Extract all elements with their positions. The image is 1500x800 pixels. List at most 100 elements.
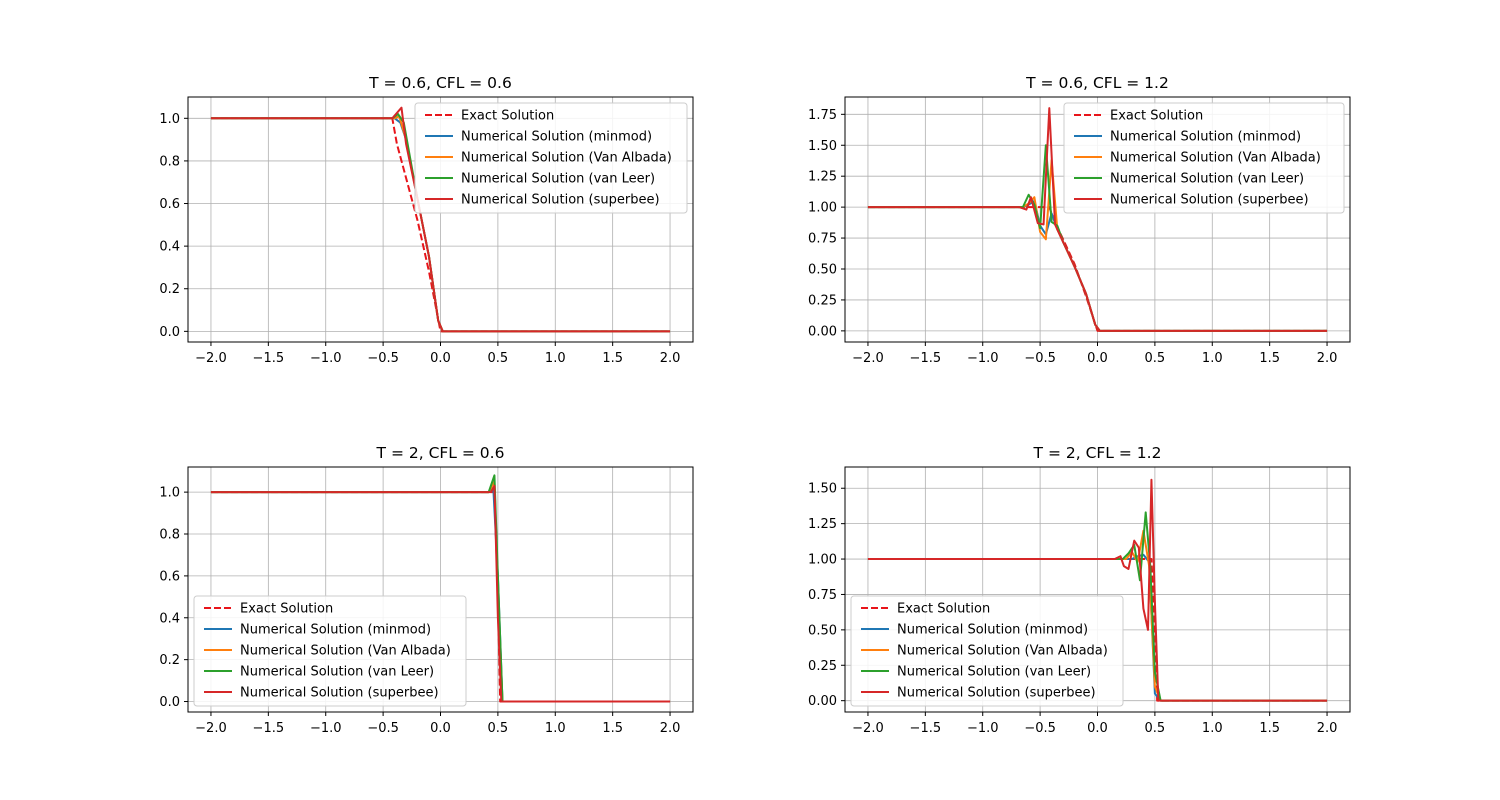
y-tick-label: 1.75 (808, 108, 837, 123)
x-tick-label: −2.0 (195, 721, 227, 736)
y-tick-label: 0.0 (159, 695, 180, 710)
x-tick-label: 0.0 (430, 351, 451, 366)
y-tick-label: 1.50 (808, 482, 837, 497)
y-tick-label: 0.50 (808, 623, 837, 638)
legend-label-superbee: Numerical Solution (superbee) (461, 193, 660, 208)
series-line-superbee (867, 478, 1328, 702)
subplot-title: T = 0.6, CFL = 1.2 (1025, 74, 1169, 92)
x-tick-label: −1.0 (310, 351, 342, 366)
x-tick-label: 2.0 (1317, 351, 1338, 366)
legend-label-exact: Exact Solution (461, 109, 554, 124)
legend-label-van_albada: Numerical Solution (Van Albada) (1110, 151, 1321, 166)
y-tick-label: 0.6 (159, 197, 180, 212)
series-line-exact (210, 117, 671, 333)
x-tick-label: 2.0 (1317, 721, 1338, 736)
legend-box (414, 102, 688, 214)
x-tick-label: −1.5 (253, 721, 285, 736)
x-tick-label: −0.5 (1024, 721, 1056, 736)
x-tick-label: −0.5 (1024, 351, 1056, 366)
legend-label-van_leer: Numerical Solution (van Leer) (461, 172, 655, 187)
y-tick-label: 0.2 (159, 653, 180, 668)
y-tick-label: 1.25 (808, 170, 837, 185)
y-tick-label: 0.00 (808, 694, 837, 709)
legend: Exact Solution Numerical Solution (minmod… (1063, 102, 1345, 214)
series-group (210, 474, 671, 703)
legend-label-exact: Exact Solution (1110, 109, 1203, 124)
subplot-2: −2.0 −1.5 −1.0 −0.5 0.0 0.5 1.0 1.5 2.0 0.00 0.25 0… (808, 74, 1351, 366)
subplot-1: −2.0 −1.5 −1.0 −0.5 0.0 0.5 1.0 1.5 2.0 0.0 0.2 0.4… (159, 74, 694, 366)
legend-label-superbee: Numerical Solution (superbee) (1110, 193, 1309, 208)
x-tick-label: −1.0 (967, 351, 999, 366)
x-tick-label: 1.5 (602, 721, 623, 736)
x-tick-label: 1.5 (602, 351, 623, 366)
x-tick-label: 0.0 (1087, 351, 1108, 366)
x-tick-label: 0.0 (1087, 721, 1108, 736)
legend-label-minmod: Numerical Solution (minmod) (897, 623, 1088, 638)
legend-label-minmod: Numerical Solution (minmod) (1110, 130, 1301, 145)
legend-label-van_leer: Numerical Solution (van Leer) (1110, 172, 1304, 187)
y-tick-label: 0.25 (808, 293, 837, 308)
x-tick-label: −0.5 (367, 721, 399, 736)
y-tick-label: 0.8 (159, 154, 180, 169)
legend: Exact Solution Numerical Solution (minmod… (414, 102, 688, 214)
series-group (867, 478, 1328, 702)
x-tick-label: 1.0 (545, 721, 566, 736)
x-tick-label: 0.0 (430, 721, 451, 736)
legend-label-minmod: Numerical Solution (minmod) (240, 623, 431, 638)
x-tick-label: −2.0 (852, 721, 884, 736)
x-tick-label: −0.5 (367, 351, 399, 366)
y-tick-label: 1.25 (808, 517, 837, 532)
x-tick-label: −1.0 (310, 721, 342, 736)
x-tick-label: −1.5 (253, 351, 285, 366)
legend-label-van_leer: Numerical Solution (van Leer) (240, 665, 434, 680)
legend-label-exact: Exact Solution (897, 602, 990, 617)
y-tick-label: 0.4 (159, 240, 180, 255)
series-line-superbee (210, 484, 671, 703)
legend-label-exact: Exact Solution (240, 602, 333, 617)
x-tick-label: 0.5 (488, 721, 509, 736)
subplot-4: −2.0 −1.5 −1.0 −0.5 0.0 0.5 1.0 1.5 2.0 0.00 0.25 0… (808, 444, 1351, 736)
x-tick-label: 1.0 (1202, 351, 1223, 366)
subplot-3: −2.0 −1.5 −1.0 −0.5 0.0 0.5 1.0 1.5 2.0 0.0 0.2 0.4… (159, 444, 694, 736)
y-tick-label: 1.00 (808, 553, 837, 568)
legend-label-van_albada: Numerical Solution (Van Albada) (240, 644, 451, 659)
x-tick-label: −1.0 (967, 721, 999, 736)
series-line-superbee (867, 107, 1328, 332)
y-tick-label: 0.50 (808, 262, 837, 277)
y-tick-label: 1.00 (808, 201, 837, 216)
x-tick-label: 0.5 (488, 351, 509, 366)
y-tick-label: 1.0 (159, 112, 180, 127)
x-tick-label: 2.0 (660, 351, 681, 366)
x-tick-label: −1.5 (910, 721, 942, 736)
series-group (867, 107, 1328, 332)
y-tick-label: 0.75 (808, 232, 837, 247)
y-tick-label: 0.00 (808, 324, 837, 339)
x-tick-label: 1.0 (545, 351, 566, 366)
x-tick-label: 0.5 (1145, 721, 1166, 736)
legend: Exact Solution Numerical Solution (minmod… (850, 595, 1124, 707)
y-tick-label: 0.25 (808, 659, 837, 674)
x-tick-label: −1.5 (910, 351, 942, 366)
x-tick-label: −2.0 (852, 351, 884, 366)
legend-label-superbee: Numerical Solution (superbee) (897, 686, 1096, 701)
x-tick-label: 1.0 (1202, 721, 1223, 736)
x-tick-label: −2.0 (195, 351, 227, 366)
legend-label-van_albada: Numerical Solution (Van Albada) (461, 151, 672, 166)
legend-box (1063, 102, 1345, 214)
legend: Exact Solution Numerical Solution (minmod… (193, 595, 467, 707)
subplot-title: T = 2, CFL = 1.2 (1033, 444, 1162, 462)
subplot-title: T = 2, CFL = 0.6 (376, 444, 505, 462)
legend-box (193, 595, 467, 707)
y-tick-label: 0.75 (808, 588, 837, 603)
y-tick-label: 0.6 (159, 569, 180, 584)
x-tick-label: 1.5 (1259, 351, 1280, 366)
legend-label-van_leer: Numerical Solution (van Leer) (897, 665, 1091, 680)
y-tick-label: 1.50 (808, 139, 837, 154)
x-tick-label: 1.5 (1259, 721, 1280, 736)
legend-label-minmod: Numerical Solution (minmod) (461, 130, 652, 145)
y-tick-label: 1.0 (159, 486, 180, 501)
y-tick-label: 0.2 (159, 282, 180, 297)
subplot-title: T = 0.6, CFL = 0.6 (368, 74, 512, 92)
y-tick-label: 0.4 (159, 611, 180, 626)
